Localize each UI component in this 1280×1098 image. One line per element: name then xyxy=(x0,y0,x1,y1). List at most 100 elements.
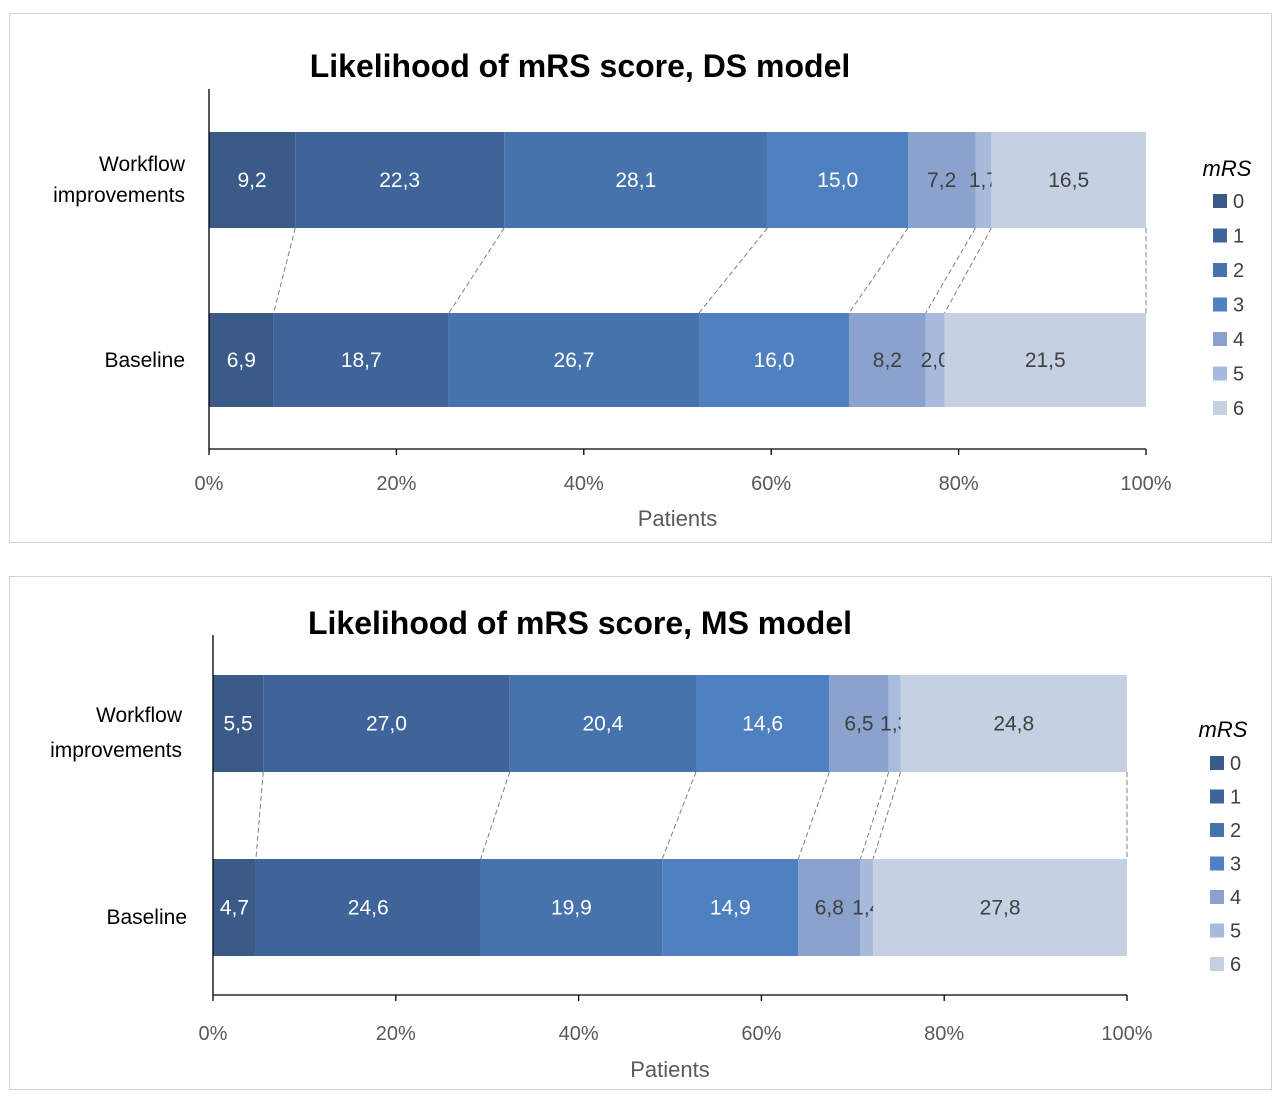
bar-segment-mrs-3 xyxy=(696,675,830,772)
legend-swatch xyxy=(1210,923,1224,938)
connector-line xyxy=(872,771,902,860)
connector-line xyxy=(848,227,909,314)
legend-swatch xyxy=(1213,263,1227,277)
bar-segment-mrs-2 xyxy=(509,675,697,772)
bar-segment-mrs-3 xyxy=(662,859,799,956)
connector-line xyxy=(255,771,264,860)
data-label: 5,5 xyxy=(224,713,253,736)
data-label: 24,8 xyxy=(993,713,1034,736)
legend-swatch xyxy=(1210,890,1224,904)
data-label: 16,0 xyxy=(754,349,795,372)
legend-swatch xyxy=(1210,756,1224,770)
bar-segment-mrs-4 xyxy=(829,675,889,772)
legend-swatch xyxy=(1213,366,1227,381)
legend-label: 2 xyxy=(1233,260,1244,282)
bar-segment-mrs-6 xyxy=(944,313,1146,407)
connector-line xyxy=(480,771,511,860)
bar-segment-mrs-6 xyxy=(991,132,1146,228)
chart-panel-ms: Likelihood of mRS score, MS model Workflo… xyxy=(9,576,1272,1090)
bar-segment-mrs-3 xyxy=(699,313,849,407)
x-axis-label: Patients xyxy=(630,1057,710,1082)
bar-segment-mrs-2 xyxy=(504,132,768,228)
data-label: 27,8 xyxy=(980,897,1021,920)
legend-label: 1 xyxy=(1233,226,1244,248)
x-tick-label: 0% xyxy=(199,1023,228,1045)
legend-label: 6 xyxy=(1233,398,1244,420)
bar-segment-mrs-3 xyxy=(767,132,909,228)
legend-label: 0 xyxy=(1230,753,1241,775)
data-label: 26,7 xyxy=(554,349,595,372)
legend-swatch xyxy=(1210,823,1224,837)
bar-segment-mrs-1 xyxy=(273,313,449,407)
bar-segment-mrs-6 xyxy=(873,859,1127,956)
legend-label: 4 xyxy=(1230,887,1241,909)
chart-title: Likelihood of mRS score, MS model xyxy=(308,605,852,641)
x-tick-label: 0% xyxy=(195,473,224,495)
legend-label: 3 xyxy=(1233,295,1244,317)
data-label: 27,0 xyxy=(366,713,407,736)
category-label-line: Baseline xyxy=(106,906,187,929)
legend-label: 1 xyxy=(1230,787,1241,809)
x-tick-label: 60% xyxy=(741,1023,781,1045)
connector-line xyxy=(797,771,830,860)
legend-swatch xyxy=(1210,856,1224,871)
x-tick-label: 60% xyxy=(751,473,791,495)
x-tick-label: 20% xyxy=(376,473,416,495)
legend-label: 2 xyxy=(1230,820,1241,842)
category-label-line: Workflow xyxy=(99,153,186,176)
data-label: 16,5 xyxy=(1048,169,1089,192)
category-label: Baseline xyxy=(104,349,185,372)
bar-segment-mrs-1 xyxy=(263,675,510,772)
data-label: 6,9 xyxy=(227,349,256,372)
x-tick-label: 20% xyxy=(376,1023,416,1045)
bar-segment-mrs-1 xyxy=(255,859,481,956)
connector-line xyxy=(944,227,992,314)
legend-swatch xyxy=(1213,297,1227,312)
legend-label: 3 xyxy=(1230,854,1241,876)
legend: mRS 0 1 2 3 4 5 6 xyxy=(1199,717,1248,976)
x-tick-label: 40% xyxy=(559,1023,599,1045)
data-label: 6,8 xyxy=(815,897,844,920)
bar-segment-mrs-5 xyxy=(860,859,874,956)
bar-segment-mrs-0 xyxy=(213,675,264,772)
x-tick-label: 100% xyxy=(1120,473,1171,495)
category-label: Baseline xyxy=(106,906,187,929)
legend-swatch xyxy=(1213,332,1227,346)
x-axis-label: Patients xyxy=(638,506,718,531)
bar-segment-mrs-5 xyxy=(888,675,901,772)
data-label: 18,7 xyxy=(341,349,382,372)
legend: mRS 0 1 2 3 4 5 6 xyxy=(1203,156,1252,420)
data-label: 4,7 xyxy=(220,897,249,920)
category-label: Workflow improvements xyxy=(53,153,186,207)
data-label: 9,2 xyxy=(238,169,267,192)
bar-segment-mrs-0 xyxy=(213,859,256,956)
category-label-line: improvements xyxy=(50,739,182,762)
category-label-line: Workflow xyxy=(96,704,183,727)
legend-label: 0 xyxy=(1233,191,1244,213)
bar-segment-mrs-5 xyxy=(925,313,945,407)
connector-line xyxy=(859,771,890,860)
data-label: 28,1 xyxy=(615,169,656,192)
data-label: 1,7 xyxy=(969,169,998,192)
data-label: 7,2 xyxy=(927,169,956,192)
data-label: 21,5 xyxy=(1025,349,1066,372)
data-label: 14,6 xyxy=(742,713,783,736)
legend-label: 5 xyxy=(1230,921,1241,943)
legend-title: mRS xyxy=(1203,156,1252,181)
x-tick-label: 80% xyxy=(939,473,979,495)
bar-segment-mrs-2 xyxy=(448,313,700,407)
data-label: 15,0 xyxy=(817,169,858,192)
legend-title: mRS xyxy=(1199,717,1248,742)
connector-line xyxy=(661,771,697,860)
category-label-line: improvements xyxy=(53,184,185,207)
data-label: 22,3 xyxy=(379,169,420,192)
connector-line xyxy=(273,227,296,314)
legend-label: 6 xyxy=(1230,954,1241,976)
legend-swatch xyxy=(1213,194,1227,208)
connector-line xyxy=(448,227,505,314)
chart-ds: Likelihood of mRS score, DS model Workflo… xyxy=(53,48,1252,531)
data-label: 14,9 xyxy=(710,897,751,920)
bar-segment-mrs-4 xyxy=(798,859,861,956)
bar-segment-mrs-4 xyxy=(908,132,976,228)
data-label: 6,5 xyxy=(844,713,873,736)
